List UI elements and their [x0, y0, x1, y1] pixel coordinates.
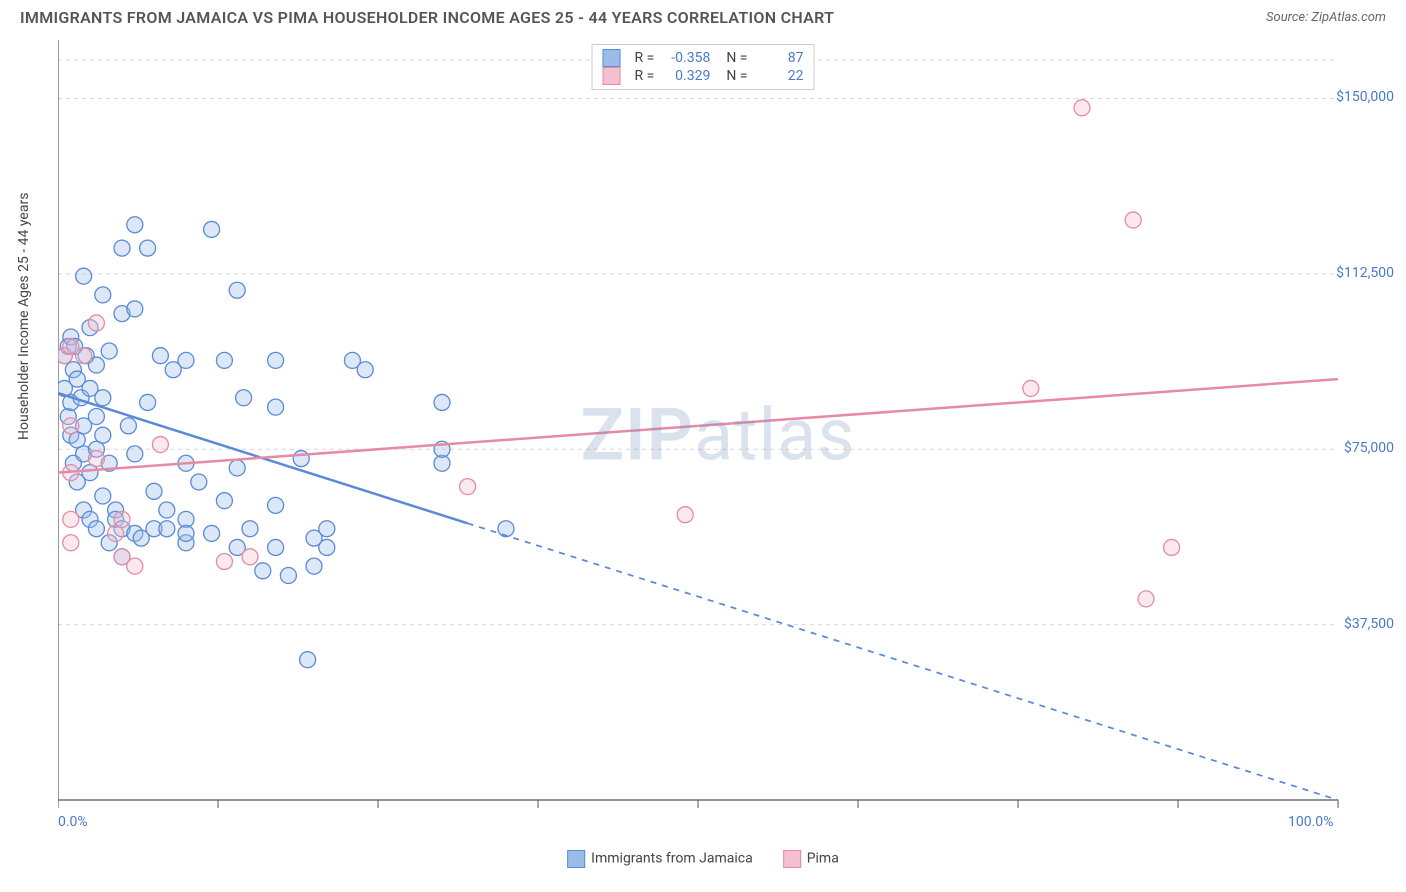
- legend-swatch: [603, 67, 621, 85]
- y-tick-label: $150,000: [1336, 89, 1394, 105]
- chart-area: ZIPatlas: [58, 40, 1378, 830]
- correlation-legend: R =-0.358 N =87R =0.329 N =22: [592, 44, 815, 90]
- correlation-legend-row: R =0.329 N =22: [603, 67, 804, 85]
- y-tick-label: $112,500: [1336, 265, 1394, 281]
- series-legend: Immigrants from Jamaica Pima: [567, 850, 839, 868]
- chart-title: IMMIGRANTS FROM JAMAICA VS PIMA HOUSEHOL…: [20, 8, 834, 27]
- legend-swatch: [603, 49, 621, 67]
- legend-item: Pima: [783, 850, 839, 868]
- correlation-legend-row: R =-0.358 N =87: [603, 49, 804, 67]
- y-axis-label: Householder Income Ages 25 - 44 years: [16, 193, 32, 440]
- y-tick-label: $75,000: [1344, 440, 1394, 456]
- x-tick-label: 0.0%: [58, 814, 88, 830]
- x-tick-label: 100.0%: [1288, 814, 1333, 830]
- source-label: Source: ZipAtlas.com: [1266, 10, 1386, 25]
- legend-swatch: [567, 850, 585, 868]
- scatter-chart: [58, 40, 1378, 830]
- legend-swatch: [783, 850, 801, 868]
- y-tick-label: $37,500: [1344, 616, 1394, 632]
- legend-item: Immigrants from Jamaica: [567, 850, 753, 868]
